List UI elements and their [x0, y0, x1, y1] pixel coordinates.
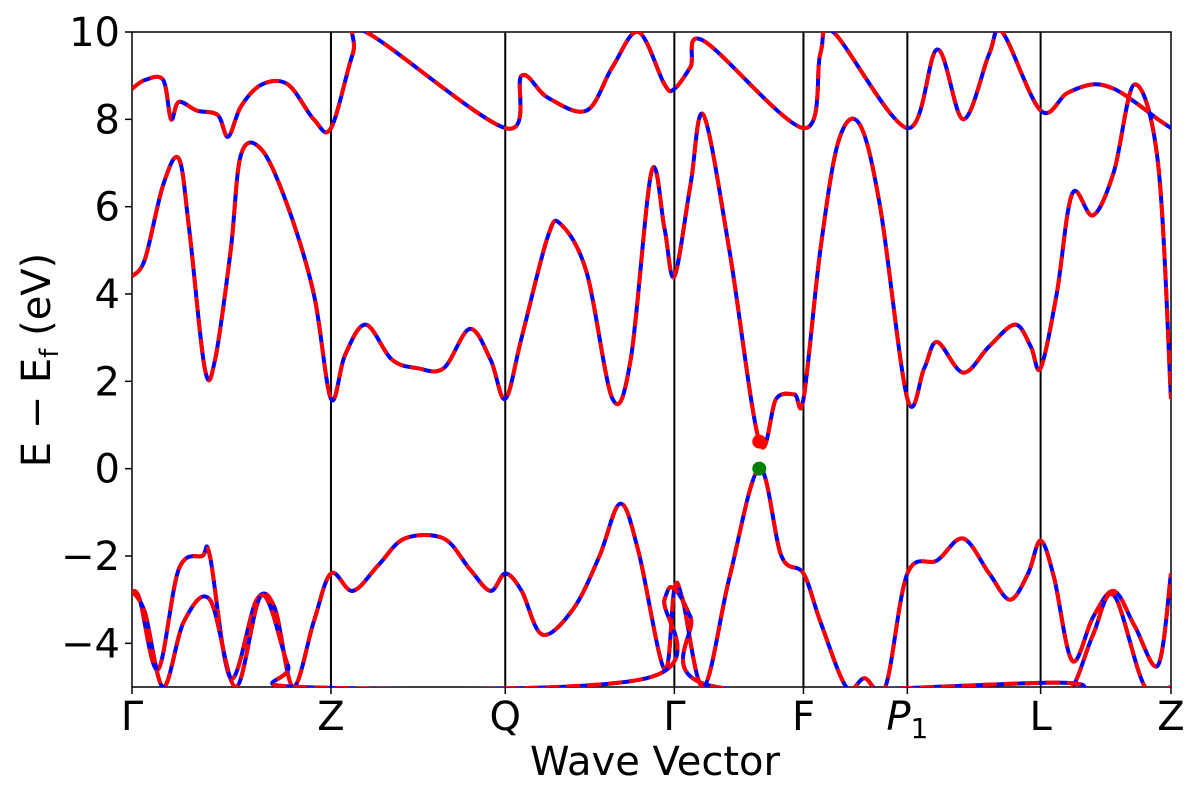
y-axis-title-unit: (eV): [14, 253, 60, 349]
x-tick-label: F: [792, 694, 815, 740]
y-tick-label: 6: [95, 185, 120, 231]
y-tick-label: −2: [61, 534, 120, 580]
kpoint-lines: [329, 32, 1042, 687]
y-axis-ticks: −4 −2 0 2 4 6 8 10: [61, 10, 132, 667]
y-tick-label: 0: [95, 447, 120, 493]
band-c1-red: [132, 82, 1171, 450]
x-tick-label: Γ: [121, 694, 144, 740]
x-tick-label: Z: [317, 694, 344, 740]
bands: [132, 32, 1171, 687]
x-tick-label: P1: [886, 694, 928, 745]
x-axis-title: Wave Vector: [530, 739, 781, 785]
band-c1-blue: [132, 82, 1171, 450]
y-tick-label: −4: [61, 621, 120, 667]
x-axis-ticks: Γ Z Q Γ F P1 L Z: [121, 687, 1185, 745]
x-tick-label: L: [1029, 694, 1052, 740]
y-axis-title: E − Ef (eV): [14, 253, 65, 468]
cbm-marker: [752, 434, 767, 449]
x-tick-label: Q: [490, 694, 521, 740]
y-axis-title-sub: f: [35, 348, 65, 358]
y-tick-label: 4: [95, 272, 120, 318]
markers: [752, 434, 767, 476]
band-v2-red: [132, 584, 1171, 687]
vbm-marker: [752, 461, 767, 476]
x-tick-label: Z: [1157, 694, 1184, 740]
y-axis-title-main: E − E: [14, 358, 60, 468]
y-tick-label: 2: [95, 359, 120, 405]
y-tick-label: 10: [69, 10, 120, 56]
y-tick-label: 8: [95, 97, 120, 143]
x-tick-label: Γ: [663, 694, 686, 740]
band-c2-blue: [132, 32, 1171, 139]
band-c2-red: [132, 32, 1171, 139]
plot-frame: [131, 31, 1172, 688]
